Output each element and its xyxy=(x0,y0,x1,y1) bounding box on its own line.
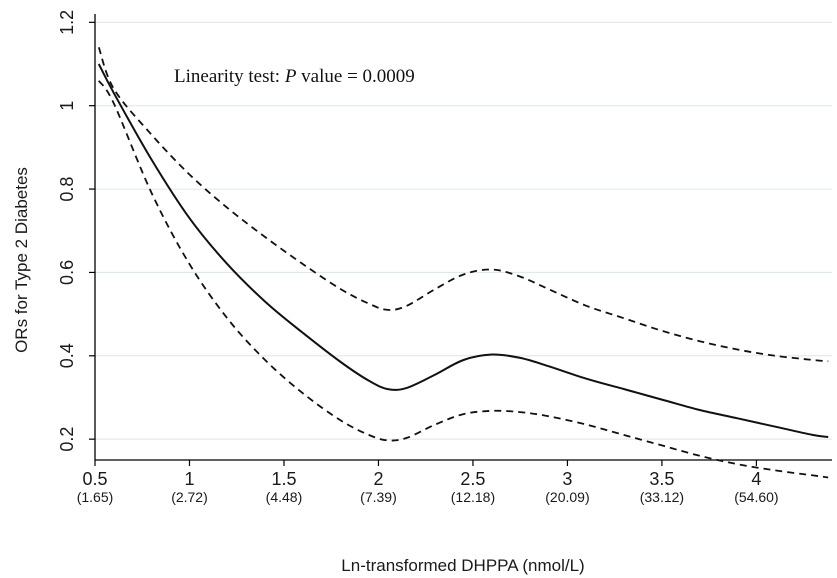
y-tick-label: 0.4 xyxy=(57,343,77,368)
x-tick-sublabel: (1.65) xyxy=(77,489,114,505)
x-tick-label: 2 xyxy=(373,469,383,489)
series-line-estimate xyxy=(97,63,829,439)
x-tick-label: 0.5 xyxy=(82,469,107,489)
x-ticks: 0.5(1.65) 1(2.72) 1.5(4.48) 2(7.39) 2.5(12.1… xyxy=(77,460,779,505)
y-tick-label: 1 xyxy=(57,101,77,111)
x-tick-label: 1.5 xyxy=(271,469,296,489)
x-tick-label: 3 xyxy=(562,469,572,489)
y-ticks: 0.2 0.4 0.6 0.8 1 1.2 xyxy=(57,10,95,452)
y-tick-label: 0.2 xyxy=(57,427,77,452)
series-line-upper-ci xyxy=(97,46,829,363)
x-tick-label: 2.5 xyxy=(460,469,485,489)
x-tick-sublabel: (20.09) xyxy=(545,489,589,505)
x-tick-sublabel: (7.39) xyxy=(360,489,397,505)
series-line-lower-ci xyxy=(98,80,829,479)
x-tick-sublabel: (54.60) xyxy=(734,489,778,505)
x-tick-label: 3.5 xyxy=(649,469,674,489)
axes xyxy=(94,14,832,461)
y-tick-label: 0.8 xyxy=(57,177,77,202)
x-tick-label: 1 xyxy=(184,469,194,489)
grid-lines xyxy=(95,21,832,440)
y-axis-title: ORs for Type 2 Diabetes xyxy=(12,167,31,353)
x-tick-sublabel: (33.12) xyxy=(640,489,684,505)
series xyxy=(97,46,829,479)
annotation-linearity-test: Linearity test: P value = 0.0009 xyxy=(174,66,415,87)
x-tick-sublabel: (2.72) xyxy=(171,489,208,505)
x-tick-label: 4 xyxy=(751,469,761,489)
y-tick-label: 1.2 xyxy=(57,10,77,35)
y-tick-label: 0.6 xyxy=(57,260,77,285)
x-tick-sublabel: (12.18) xyxy=(451,489,495,505)
x-axis-title: Ln-transformed DHPPA (nmol/L) xyxy=(341,556,584,575)
x-tick-sublabel: (4.48) xyxy=(266,489,303,505)
